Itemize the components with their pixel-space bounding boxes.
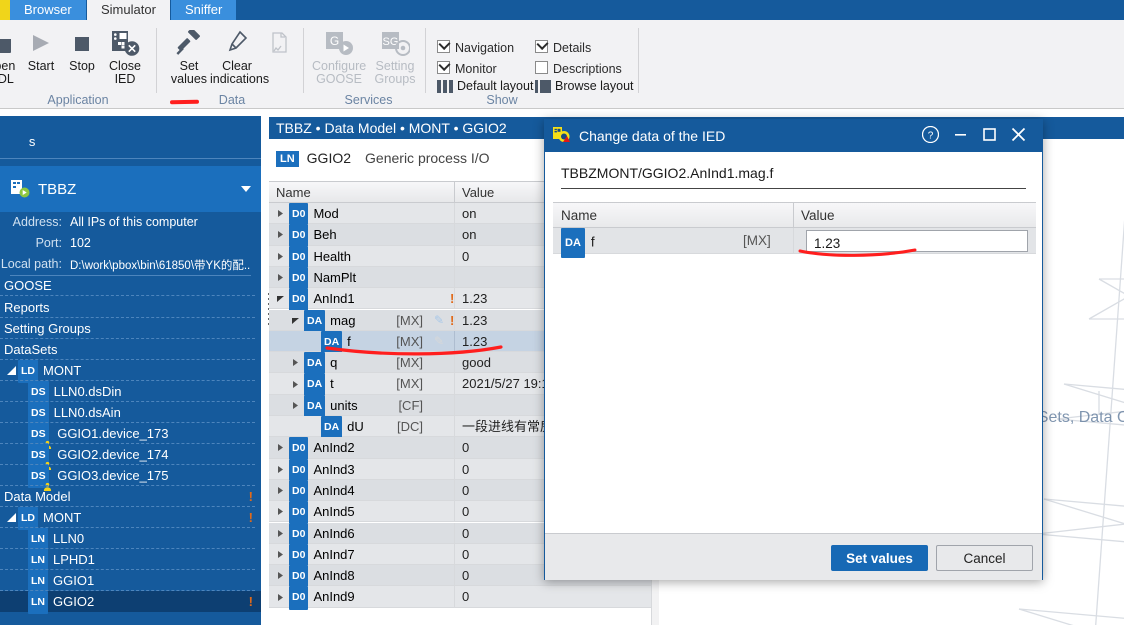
svg-text:?: ? [928,131,934,142]
svg-text:G: G [330,34,339,48]
